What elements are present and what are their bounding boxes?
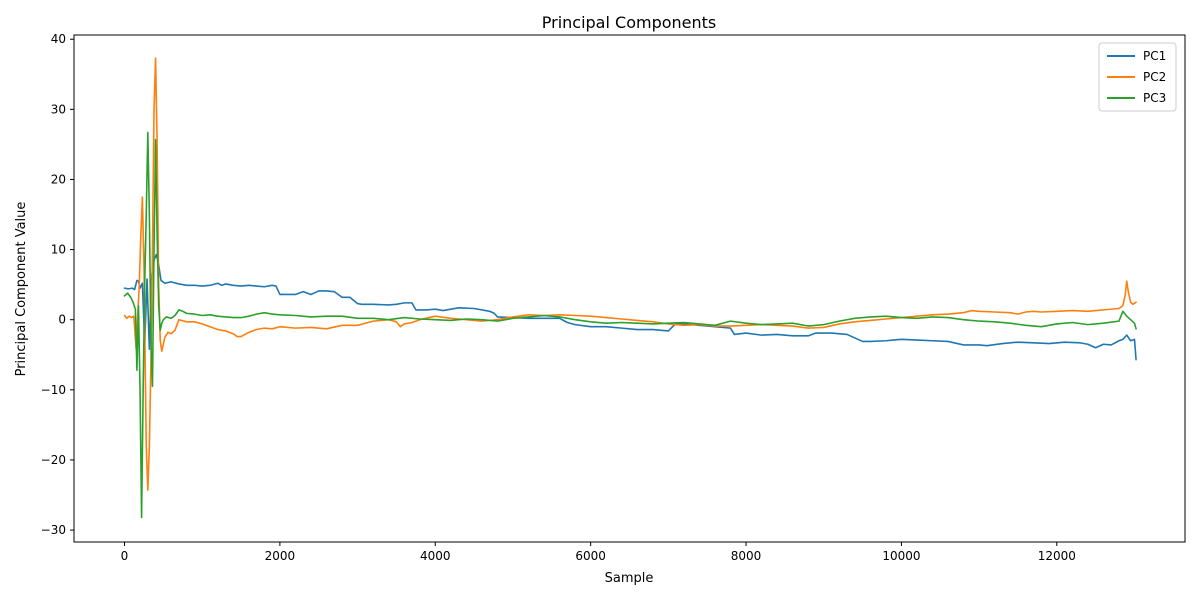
x-tick-label: 6000 (575, 549, 606, 563)
legend-box (1098, 42, 1177, 112)
x-tick-label: 4000 (420, 549, 451, 563)
x-tick-label: 0 (121, 549, 129, 563)
y-tick-label: 0 (58, 313, 66, 327)
legend-label-pc3: PC3 (1143, 91, 1166, 105)
legend-label-pc2: PC2 (1143, 70, 1166, 84)
series-line-pc3 (123, 131, 1137, 519)
axes-frame (73, 34, 1186, 543)
y-tick-label: 30 (51, 102, 66, 116)
y-axis-title: Principal Component Value (14, 202, 29, 377)
y-tick-label: −30 (41, 523, 66, 537)
series-line-pc2 (123, 57, 1137, 491)
y-tick-label: 20 (51, 172, 66, 186)
series-line-pc1 (123, 253, 1137, 361)
x-tick-label: 12000 (1038, 549, 1076, 563)
y-tick-label: −20 (41, 453, 66, 467)
x-tick-label: 8000 (731, 549, 762, 563)
y-tick-label: 10 (51, 243, 66, 257)
axes: 0 2000 4000 6000 8000 10000 12000 −30 −20 −10 0 10 2… (41, 32, 1186, 563)
plot-area (123, 57, 1137, 519)
legend-label-pc1: PC1 (1143, 49, 1166, 63)
legend: PC1 PC2 PC3 (1098, 42, 1177, 112)
y-tick-label: −10 (41, 383, 66, 397)
x-axis-title: Sample (605, 571, 654, 586)
x-tick-label: 2000 (265, 549, 296, 563)
chart-title: Principal Components (542, 13, 717, 32)
y-tick-label: 40 (51, 32, 66, 46)
x-tick-label: 10000 (882, 549, 920, 563)
